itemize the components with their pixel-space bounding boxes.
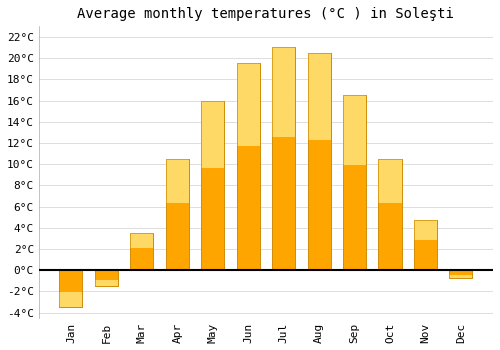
Bar (201, 100, 224, 270)
Bar (166, 159, 189, 270)
Bar (130, 233, 154, 270)
Bar (166, 159, 189, 203)
Bar (236, 63, 260, 270)
Bar (308, 53, 330, 140)
Bar (95, 280, 118, 286)
Bar (272, 48, 295, 136)
Bar (343, 95, 366, 270)
Bar (414, 220, 437, 240)
Bar (450, 275, 472, 278)
Bar (272, 48, 295, 270)
Bar (166, 159, 189, 270)
Bar (308, 53, 330, 270)
Bar (60, 270, 82, 307)
Bar (130, 233, 154, 270)
Bar (308, 53, 330, 270)
Bar (272, 48, 295, 270)
Bar (343, 95, 366, 165)
Bar (378, 159, 402, 203)
Bar (201, 100, 224, 168)
Bar (60, 293, 82, 307)
Bar (236, 63, 260, 146)
Bar (130, 233, 154, 248)
Bar (95, 270, 118, 286)
Bar (60, 270, 82, 307)
Bar (378, 159, 402, 270)
Bar (343, 95, 366, 270)
Bar (450, 270, 472, 278)
Bar (414, 220, 437, 270)
Bar (95, 270, 118, 286)
Bar (201, 100, 224, 270)
Bar (378, 159, 402, 270)
Bar (450, 270, 472, 278)
Title: Average monthly temperatures (°C ) in Soleşti: Average monthly temperatures (°C ) in So… (78, 7, 454, 21)
Bar (414, 220, 437, 270)
Bar (236, 63, 260, 270)
